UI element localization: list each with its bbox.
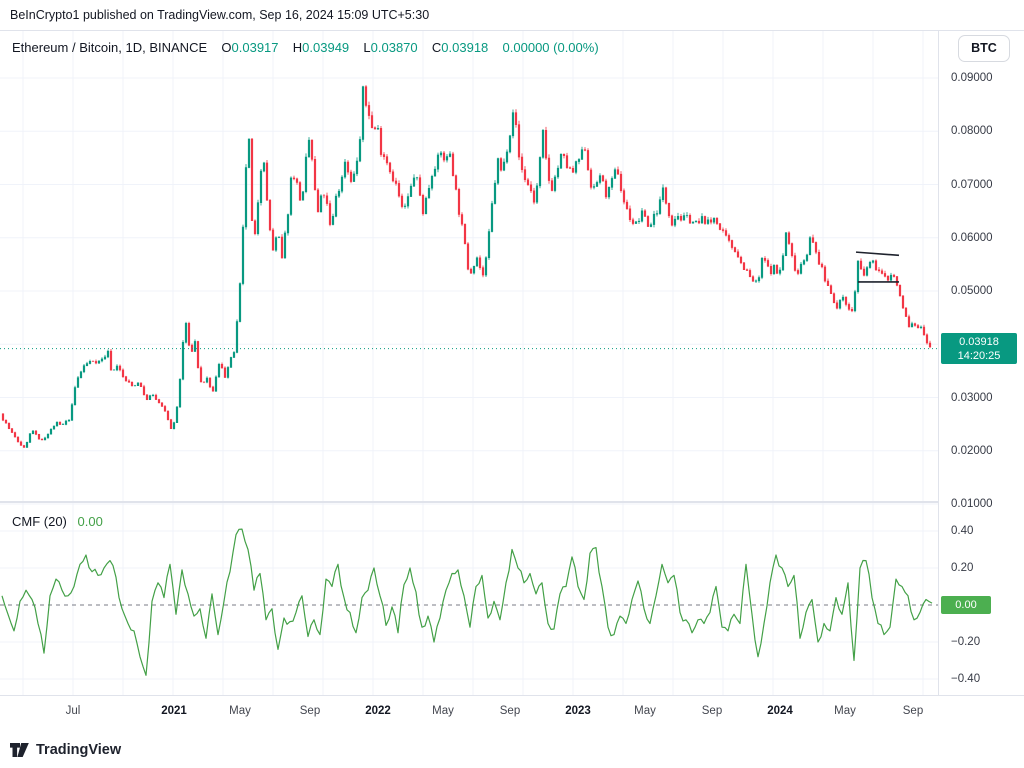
candlestick-series [1,85,932,448]
high-value: 0.03949 [302,40,350,55]
time-axis-label-2024: 2024 [767,705,793,717]
high-label: H [292,40,303,55]
countdown-timer: 14:20:25 [957,349,1001,362]
cmf-zero-badge: 0.00 [941,596,991,614]
tradingview-logo-icon [10,742,29,757]
interval-label: 1D [125,40,143,55]
time-axis-label-sep: Sep [902,705,924,717]
low-label: L [363,40,371,55]
symbol-name: Ethereum / Bitcoin [12,40,119,55]
price-axis-label: 0.07000 [951,178,993,191]
close-label: C [431,40,442,55]
time-axis-label-2021: 2021 [161,705,187,717]
price-axis-label: 0.08000 [951,125,993,138]
trendline-annotation[interactable] [855,251,900,257]
time-axis-label-jul: Jul [65,705,81,717]
gridlines [0,31,938,696]
attribution-text: BeInCrypto1 published on TradingView.com… [10,8,430,22]
price-axis[interactable]: BTC 0.09000 0.08000 0.07000 0.06000 0.05000 0… [938,31,1024,696]
time-axis[interactable]: Jul 2021 May Sep 2022 May Sep 2023 May Sep 2024 May… [0,695,1024,731]
price-axis-label: 0.06000 [951,231,993,244]
cmf-axis-label: 0.40 [951,525,974,537]
time-axis-label-may: May [834,705,856,717]
price-axis-label: 0.01000 [951,498,993,510]
currency-toggle-button[interactable]: BTC [958,35,1010,62]
last-price-value: 0.03918 [959,335,999,348]
time-axis-label-may: May [432,705,454,717]
time-axis-label-sep: Sep [499,705,521,717]
time-axis-label-sep: Sep [701,705,723,717]
open-label: O [221,40,232,55]
time-axis-label-2022: 2022 [365,705,391,717]
time-axis-label-may: May [634,705,656,717]
cmf-legend: CMF (20) 0.00 [12,514,103,529]
change-value: 0.00000 (0.00%) [502,40,599,55]
cmf-line-series [1,528,933,676]
open-value: 0.03917 [231,40,279,55]
cmf-axis-label: −0.20 [951,636,981,648]
time-axis-label-2023: 2023 [565,705,591,717]
price-axis-label: 0.02000 [951,444,993,457]
symbol-legend: Ethereum / Bitcoin, 1D, BINANCE O0.03917… [12,40,599,55]
close-value: 0.03918 [441,40,489,55]
price-axis-label: 0.03000 [951,391,993,404]
tradingview-logo-text: TradingView [36,742,122,758]
price-axis-label: 0.09000 [951,72,993,84]
time-axis-label-sep: Sep [299,705,321,717]
low-value: 0.03870 [370,40,418,55]
cmf-axis-label: −0.40 [951,673,981,685]
last-price-badge: 0.03918 14:20:25 [941,333,1017,365]
chart-area[interactable]: Ethereum / Bitcoin, 1D, BINANCE O0.03917… [0,30,1024,696]
price-plot[interactable] [0,31,938,696]
exchange-label: BINANCE [149,40,208,55]
price-axis-label: 0.05000 [951,285,993,297]
tradingview-logo[interactable]: TradingView [10,740,121,760]
cmf-value: 0.00 [77,514,103,529]
time-axis-label-may: May [229,705,251,717]
cmf-axis-label: 0.20 [951,562,974,574]
cmf-name: CMF (20) [12,514,67,529]
